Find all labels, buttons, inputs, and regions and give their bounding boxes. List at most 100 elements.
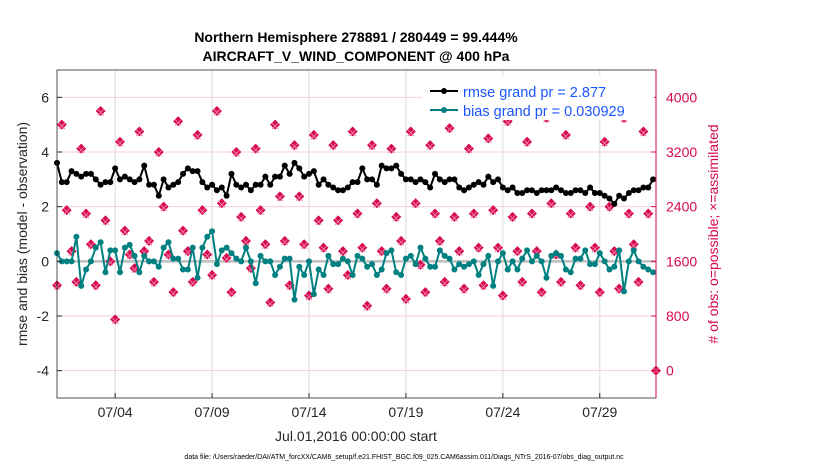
legend: rmse grand pr = 2.877 bias grand pr = 0.… bbox=[422, 76, 654, 120]
obs-assimilated-marker bbox=[383, 286, 390, 294]
obs-assimilated-marker bbox=[547, 201, 555, 208]
chart-title-line-1: Northern Hemisphere 278891 / 280449 = 99… bbox=[194, 29, 518, 45]
obs-possible-marker bbox=[410, 198, 421, 209]
bias-point bbox=[388, 247, 395, 254]
obs-possible-marker bbox=[265, 297, 276, 308]
rmse-point bbox=[465, 184, 472, 191]
rmse-point bbox=[281, 162, 288, 169]
obs-possible-marker bbox=[507, 211, 518, 222]
obs-assimilated-marker bbox=[538, 290, 545, 297]
rmse-point bbox=[611, 200, 618, 207]
obs-assimilated-marker bbox=[426, 143, 434, 150]
rmse-point bbox=[645, 184, 652, 191]
bias-point bbox=[402, 255, 409, 262]
bias-point bbox=[87, 258, 94, 265]
obs-possible-marker bbox=[362, 300, 373, 311]
rmse-point bbox=[68, 168, 75, 175]
legend-rmse-label: rmse grand pr = 2.877 bbox=[463, 85, 606, 101]
rmse-point bbox=[330, 184, 337, 191]
obs-assimilated-marker bbox=[455, 249, 463, 256]
bias-point bbox=[180, 266, 187, 273]
obs-possible-marker bbox=[250, 143, 261, 154]
obs-assimilated-marker bbox=[499, 293, 507, 301]
rmse-point bbox=[184, 165, 191, 172]
bias-point bbox=[126, 241, 133, 248]
rmse-point bbox=[339, 187, 346, 194]
obs-possible-marker bbox=[628, 239, 639, 250]
obs-assimilated-marker bbox=[213, 109, 221, 116]
bias-point bbox=[83, 266, 90, 273]
obs-assimilated-marker bbox=[121, 228, 129, 236]
obs-possible-marker bbox=[255, 205, 266, 216]
obs-assimilated-marker bbox=[310, 132, 318, 140]
obs-assimilated-marker bbox=[494, 245, 502, 253]
obs-possible-marker bbox=[488, 205, 499, 216]
rmse-point bbox=[398, 170, 405, 177]
bias-point bbox=[301, 272, 308, 278]
y-tick-label: 0 bbox=[41, 253, 49, 269]
obs-possible-marker bbox=[270, 119, 281, 130]
bias-point bbox=[533, 252, 540, 259]
obs-possible-marker bbox=[425, 140, 436, 151]
obs-possible-marker bbox=[110, 314, 121, 325]
bias-point bbox=[276, 263, 283, 270]
bias-point bbox=[630, 247, 637, 254]
rmse-point bbox=[369, 176, 376, 183]
bias-point bbox=[601, 258, 608, 265]
obs-assimilated-marker bbox=[412, 201, 419, 208]
bias-point bbox=[562, 266, 569, 273]
bias-point bbox=[369, 261, 376, 268]
obs-assimilated-marker bbox=[266, 300, 274, 308]
rmse-point bbox=[635, 187, 642, 194]
obs-assimilated-marker bbox=[262, 242, 269, 249]
rmse-point bbox=[359, 165, 366, 172]
obs-possible-marker bbox=[594, 287, 605, 298]
rmse-point bbox=[412, 179, 419, 186]
obs-possible-marker bbox=[599, 136, 610, 147]
obs-assimilated-marker bbox=[116, 139, 124, 147]
rmse-point bbox=[223, 192, 230, 199]
obs-assimilated-marker bbox=[630, 242, 638, 249]
rmse-point bbox=[92, 176, 99, 183]
obs-possible-marker bbox=[483, 133, 494, 144]
bias-point bbox=[567, 269, 574, 276]
rmse-point bbox=[238, 184, 245, 191]
obs-assimilated-marker bbox=[315, 218, 323, 226]
bias-point bbox=[475, 272, 482, 278]
bias-point bbox=[78, 282, 85, 289]
obs-possible-marker bbox=[144, 235, 155, 246]
bias-point bbox=[63, 258, 70, 265]
rmse-point bbox=[170, 181, 177, 188]
bias-point bbox=[577, 255, 584, 262]
bias-point bbox=[349, 272, 356, 278]
obs-possible-marker bbox=[430, 208, 441, 219]
obs-assimilated-marker bbox=[208, 273, 216, 280]
obs-possible-marker bbox=[236, 211, 247, 222]
bias-point bbox=[640, 263, 647, 270]
rmse-point bbox=[335, 187, 342, 194]
rmse-point bbox=[121, 173, 128, 180]
axes: 07/04 07/09 07/14 07/19 07/24 07/29 6 4 2 0 -2 -4 40… bbox=[37, 89, 698, 420]
obs-possible-marker bbox=[357, 242, 368, 253]
obs-assimilated-marker bbox=[281, 238, 289, 246]
rmse-point bbox=[325, 181, 332, 188]
rmse-point bbox=[436, 176, 443, 183]
obs-possible-marker bbox=[100, 215, 111, 226]
obs-possible-marker bbox=[522, 136, 533, 147]
bias-point bbox=[209, 228, 216, 235]
rmse-point bbox=[107, 179, 114, 186]
rmse-point bbox=[117, 176, 124, 183]
bias-point bbox=[432, 263, 439, 270]
rmse-point bbox=[136, 176, 143, 183]
rmse-point bbox=[204, 184, 211, 191]
obs-assimilated-marker bbox=[373, 201, 381, 208]
rmse-point bbox=[519, 190, 526, 196]
obs-possible-marker bbox=[439, 276, 450, 287]
rmse-point bbox=[315, 181, 322, 188]
y-axis-right-label: # of obs: o=possible; ×=assimilated bbox=[705, 124, 721, 343]
obs-assimilated-marker bbox=[145, 238, 153, 246]
obs-possible-marker bbox=[313, 215, 324, 226]
obs-possible-marker bbox=[289, 140, 300, 151]
rmse-point bbox=[306, 170, 313, 177]
bias-point bbox=[247, 258, 254, 265]
